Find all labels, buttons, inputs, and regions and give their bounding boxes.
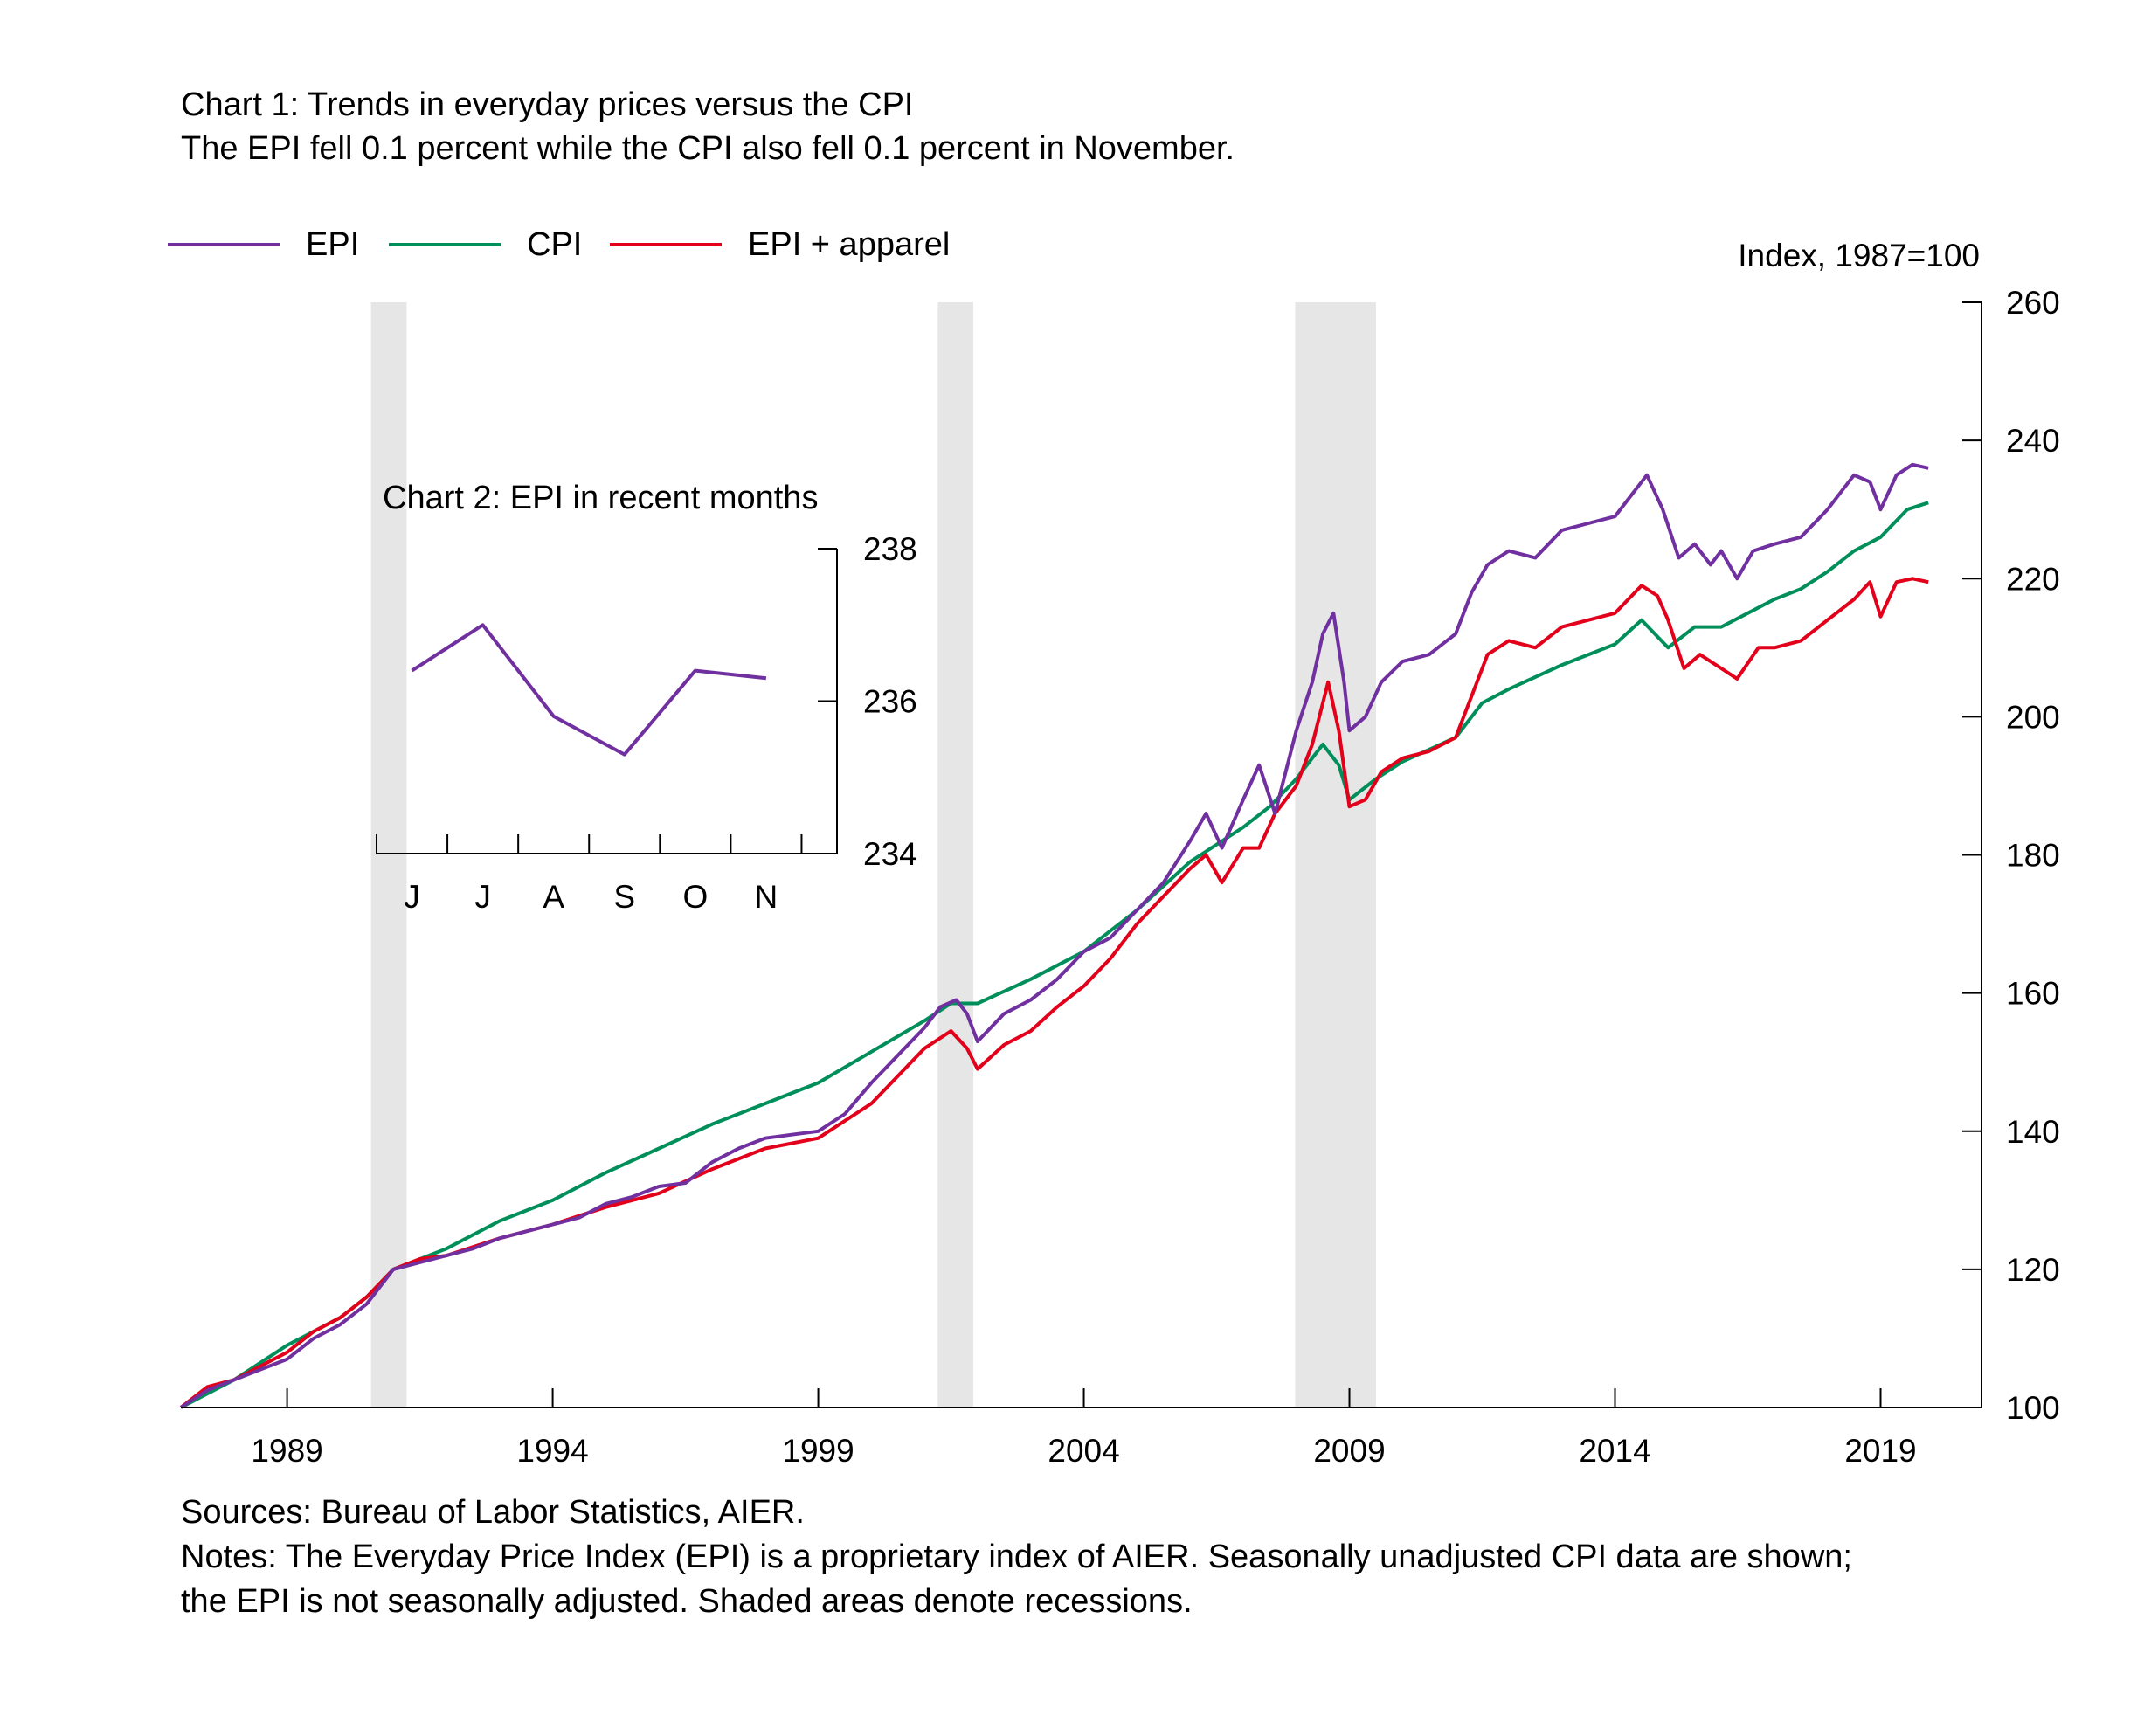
inset-y-tick-label: 236 bbox=[863, 684, 917, 720]
legend-item-epi-apparel: EPI + apparel bbox=[610, 224, 950, 266]
y-tick-label: 220 bbox=[2006, 561, 2060, 597]
epi-apparel-line bbox=[179, 577, 1929, 1409]
x-tick-label: 1999 bbox=[782, 1433, 854, 1469]
inset-x-tick-label: S bbox=[613, 879, 635, 915]
notes-line-1: Notes: The Everyday Price Index (EPI) is… bbox=[181, 1539, 1852, 1575]
legend-item-epi: EPI bbox=[168, 224, 359, 266]
inset-x-tick-label: A bbox=[543, 879, 564, 915]
sources-note: Sources: Bureau of Labor Statistics, AIE… bbox=[181, 1494, 805, 1531]
recession-band bbox=[370, 302, 407, 1407]
y-tick-label: 240 bbox=[2006, 423, 2060, 459]
x-tick-label: 2019 bbox=[1844, 1433, 1916, 1469]
y-tick-label: 200 bbox=[2006, 699, 2060, 735]
x-tick-label: 1994 bbox=[516, 1433, 588, 1469]
legend-swatch-cpi bbox=[389, 243, 501, 246]
x-tick-label: 2014 bbox=[1579, 1433, 1650, 1469]
y-tick-label: 180 bbox=[2006, 838, 2060, 874]
inset-x-tick-label: O bbox=[682, 879, 708, 915]
y-tick-label: 140 bbox=[2006, 1114, 2060, 1150]
cpi-line bbox=[180, 501, 1929, 1409]
inset-x-tick-label: J bbox=[474, 879, 491, 915]
y-tick-label: 260 bbox=[2006, 285, 2060, 321]
inset-y-tick-label: 234 bbox=[863, 836, 917, 872]
y-tick-label: 100 bbox=[2006, 1390, 2060, 1426]
legend-swatch-epi bbox=[168, 243, 280, 246]
y-tick-label: 160 bbox=[2006, 976, 2060, 1012]
legend-label-epi: EPI bbox=[306, 225, 360, 263]
x-tick-label: 2004 bbox=[1048, 1433, 1119, 1469]
legend-label-epi-apparel: EPI + apparel bbox=[748, 225, 951, 263]
inset-epi-line bbox=[411, 623, 767, 757]
legend-label-cpi: CPI bbox=[527, 225, 583, 263]
inset-y-tick-label: 238 bbox=[863, 531, 917, 567]
chart-title: Chart 1: Trends in everyday prices versu… bbox=[181, 86, 914, 123]
legend-swatch-epi-apparel bbox=[610, 243, 722, 246]
epi-line bbox=[179, 462, 1929, 1409]
inset-title: Chart 2: EPI in recent months bbox=[383, 480, 818, 516]
main-series-lines bbox=[179, 462, 1929, 1409]
chart-subtitle: The EPI fell 0.1 percent while the CPI a… bbox=[181, 130, 1235, 167]
inset-chart: Chart 2: EPI in recent months J J A S O N 234 2… bbox=[376, 480, 917, 915]
y-tick-label: 120 bbox=[2006, 1252, 2060, 1288]
y-axis-label: Index, 1987=100 bbox=[1738, 238, 1980, 273]
legend-item-cpi: CPI bbox=[389, 224, 582, 266]
notes-line-2: the EPI is not seasonally adjusted. Shad… bbox=[181, 1583, 1193, 1620]
inset-series-line bbox=[411, 623, 767, 757]
inset-axes: J J A S O N 234 236 238 bbox=[376, 531, 917, 915]
main-axes: 1989 1994 1999 2004 2009 2014 2019 100 120 140 160… bbox=[181, 285, 2060, 1469]
recession-bands bbox=[370, 302, 1376, 1407]
recession-band bbox=[937, 302, 974, 1407]
recession-band bbox=[1295, 302, 1376, 1407]
inset-x-tick-label: N bbox=[755, 879, 778, 915]
inset-x-tick-label: J bbox=[404, 879, 420, 915]
x-tick-label: 1989 bbox=[251, 1433, 322, 1469]
x-tick-label: 2009 bbox=[1313, 1433, 1385, 1469]
